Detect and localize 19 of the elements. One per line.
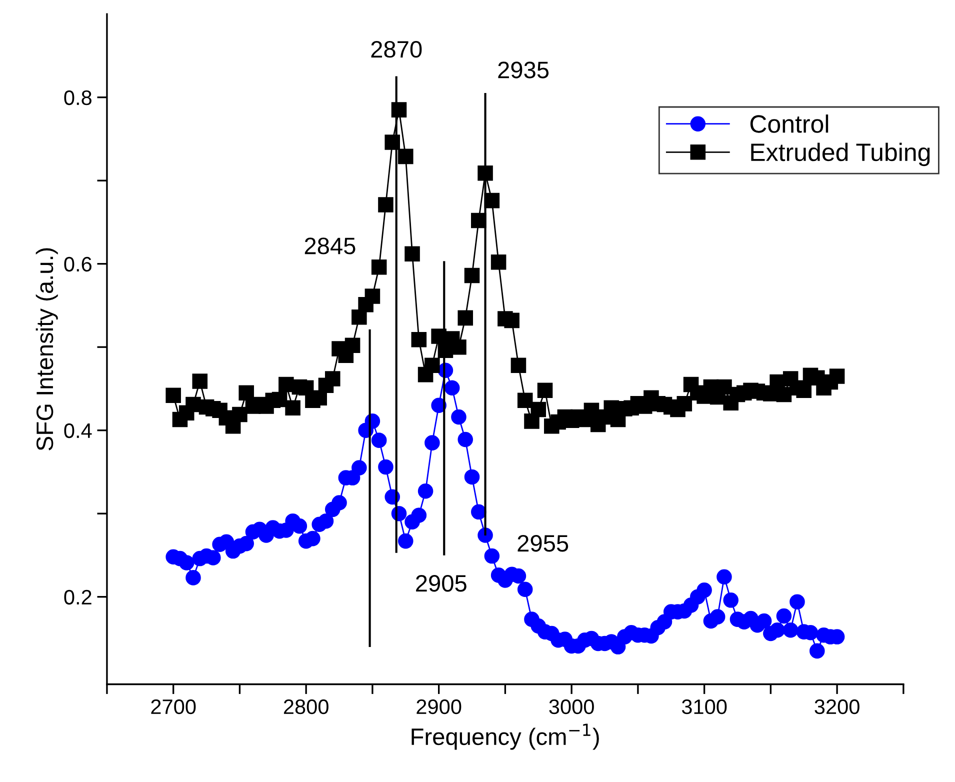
y-axis-title: SFG Intensity (a.u.) <box>36 248 58 450</box>
x-tick-label: 2900 <box>416 699 462 714</box>
x-tick-label: 2700 <box>151 699 196 714</box>
legend-label: Extruded Tubing <box>751 142 930 166</box>
annotation: 2935 <box>498 62 549 78</box>
annotation: 2870 <box>371 40 422 58</box>
y-tick-label: 0.6 <box>64 256 92 272</box>
annotation: 2845 <box>304 238 356 254</box>
y-tick-label: 0.2 <box>64 590 92 605</box>
x-tick-label: 3000 <box>549 699 594 714</box>
x-axis-title: Frequency (cm$^{−1}$) <box>412 724 599 750</box>
x-tick-label: 3100 <box>682 699 727 714</box>
y-tick-label: 0.4 <box>64 423 92 438</box>
annotation: 2955 <box>518 534 568 552</box>
y-tick-label: 0.8 <box>64 90 92 106</box>
x-tick-label: 2800 <box>284 699 328 714</box>
legend-label: Control <box>750 114 828 133</box>
x-tick-label: 3200 <box>814 699 860 714</box>
annotation: 2905 <box>416 574 466 592</box>
